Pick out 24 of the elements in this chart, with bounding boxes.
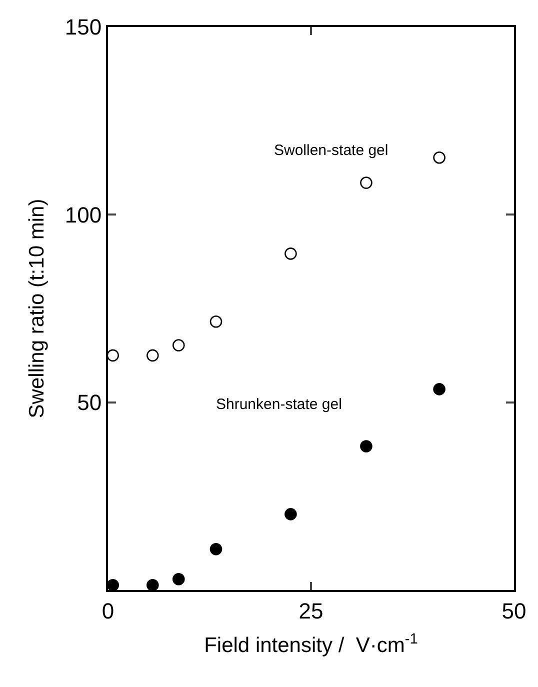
point xyxy=(108,349,120,362)
point xyxy=(433,383,446,396)
point xyxy=(433,151,446,164)
y-tick-label: 100 xyxy=(64,202,102,228)
point xyxy=(360,440,372,452)
point xyxy=(108,578,120,590)
point xyxy=(360,176,372,189)
text: Shrunken-state gel xyxy=(216,396,342,413)
point xyxy=(210,542,222,556)
y-axis-title: Swelling ratio (t:10 min) xyxy=(26,198,49,418)
y-tick-label: 150 xyxy=(64,14,102,40)
point xyxy=(146,578,159,590)
series-label: Swollen-state gel xyxy=(274,142,388,159)
point xyxy=(284,248,297,260)
y-tick-label: 50 xyxy=(77,390,102,416)
x-axis-title: Field intensity / V·cm$^{-1}$ xyxy=(204,631,418,658)
x-tick-label: 0 xyxy=(102,598,114,624)
point xyxy=(172,339,185,352)
point xyxy=(172,572,185,586)
x-tick-label: 50 xyxy=(502,598,526,624)
point xyxy=(284,508,297,520)
point xyxy=(146,349,159,362)
x-tick-label: 25 xyxy=(298,598,324,624)
point xyxy=(210,315,222,328)
